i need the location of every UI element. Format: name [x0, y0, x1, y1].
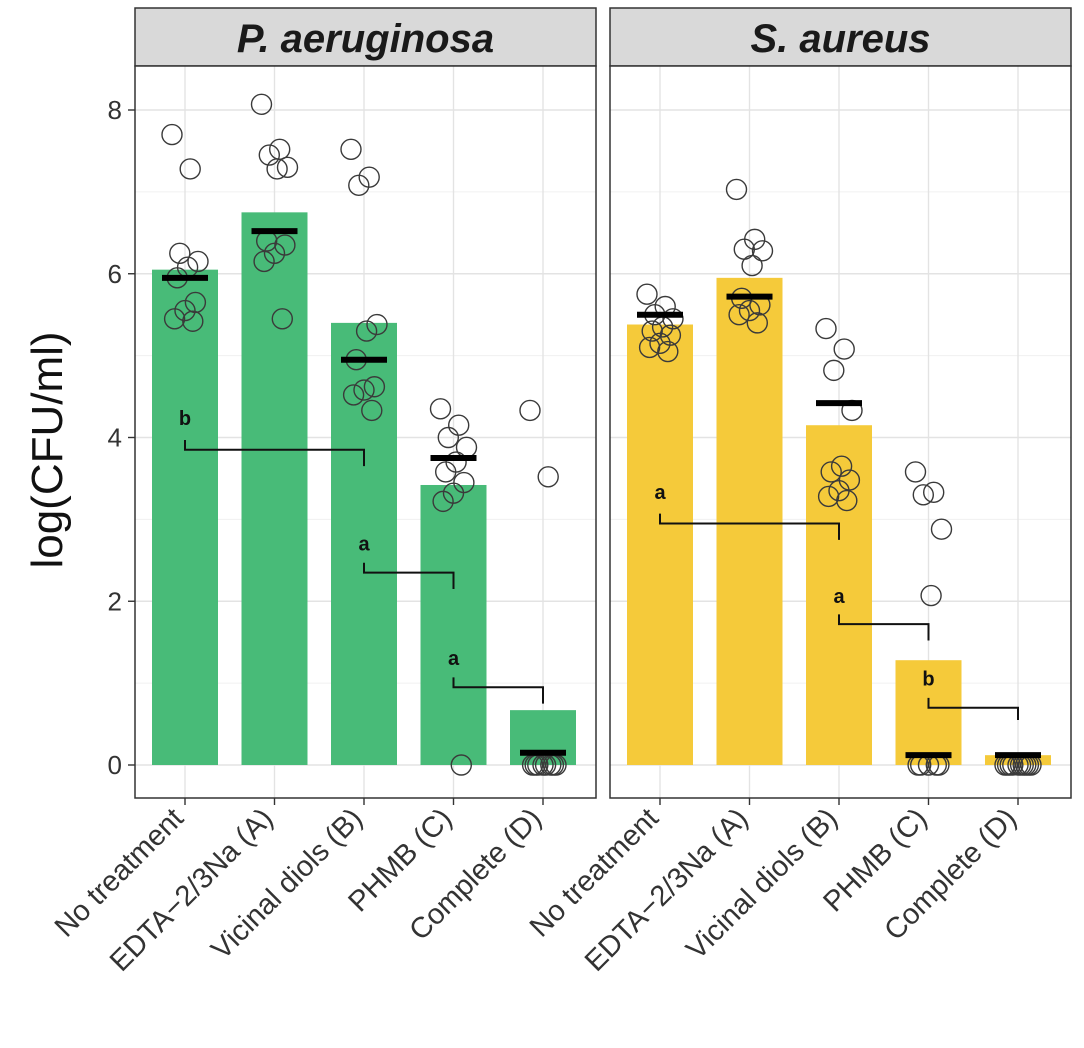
facet-title-1: S. aureus [750, 17, 930, 61]
y-tick-label-2: 4 [108, 423, 122, 453]
x-tick-label-1-2: Vicinal diols (B) [680, 802, 844, 966]
y-tick-label-1: 2 [108, 586, 122, 616]
data-point-1-1-4 [741, 254, 763, 277]
data-point-0-1-2 [258, 144, 280, 166]
data-point-1-3-3 [930, 518, 953, 540]
y-tick-label-0: 0 [108, 750, 122, 780]
bar-0-0 [152, 269, 218, 765]
data-point-1-0-8 [638, 336, 661, 359]
data-point-0-2-9 [361, 399, 383, 422]
data-point-1-3-0 [904, 461, 927, 483]
data-point-1-0-9 [657, 340, 679, 363]
data-point-0-2-6 [363, 376, 386, 398]
data-point-0-0-8 [163, 308, 186, 330]
data-point-0-1-4 [266, 158, 288, 180]
x-tick-label-0-1: EDTA−2/3Na (A) [104, 802, 280, 978]
data-point-1-2-9 [836, 489, 858, 512]
data-point-0-4-1 [537, 466, 559, 488]
data-point-1-0-5 [641, 320, 663, 342]
data-point-1-1-0 [725, 178, 748, 201]
data-point-0-1-8 [253, 250, 275, 273]
data-point-0-3-8 [432, 490, 454, 513]
data-point-0-0-3 [187, 250, 209, 273]
data-point-0-1-3 [276, 156, 299, 179]
comparison-bracket-0-1 [363, 562, 455, 589]
significance-letter-1-1: a [833, 586, 845, 608]
x-tick-label-1-1: EDTA−2/3Na (A) [579, 802, 755, 978]
data-point-1-2-4 [830, 455, 853, 477]
significance-letter-0-0: b [179, 408, 191, 430]
data-point-1-2-2 [823, 359, 845, 382]
significance-letter-1-2: b [922, 669, 934, 691]
data-point-0-3-2 [437, 426, 459, 449]
data-point-0-2-4 [355, 320, 378, 342]
data-point-1-1-8 [728, 303, 750, 326]
data-point-1-2-5 [820, 461, 842, 483]
facet-title-0: P. aeruginosa [237, 17, 494, 61]
bar-1-4 [985, 755, 1051, 765]
data-point-1-3-2 [912, 484, 934, 506]
data-point-1-1-3 [751, 240, 774, 262]
data-point-0-3-5 [435, 461, 457, 483]
bar-1-3 [895, 660, 962, 765]
data-point-0-1-0 [250, 93, 273, 115]
bar-1-0 [627, 324, 693, 765]
data-point-0-1-9 [271, 308, 293, 330]
data-point-0-0-0 [161, 123, 183, 146]
data-point-0-2-7 [353, 379, 375, 401]
significance-letter-1-0: a [654, 482, 666, 504]
y-tick-label-3: 6 [108, 259, 122, 289]
x-tick-label-0-2: Vicinal diols (B) [205, 802, 369, 966]
facet-strip-0 [134, 7, 597, 67]
data-point-0-4-0 [519, 399, 541, 422]
comparison-bracket-0-0 [184, 439, 365, 467]
facet-strip-1 [609, 7, 1072, 67]
data-point-0-2-0 [340, 138, 362, 161]
bar-0-3 [420, 484, 487, 765]
comparison-bracket-1-2 [927, 697, 1019, 720]
data-point-1-2-1 [833, 338, 855, 360]
comparison-bracket-0-2 [452, 677, 544, 704]
bar-0-1 [241, 212, 308, 765]
data-point-0-3-9 [450, 754, 472, 776]
data-point-1-3-1 [923, 481, 945, 504]
data-point-0-0-2 [169, 242, 191, 264]
data-point-1-1-9 [746, 312, 768, 334]
data-point-0-2-2 [348, 174, 370, 197]
data-point-1-2-0 [815, 317, 837, 340]
y-tick-label-4: 8 [108, 95, 122, 125]
significance-letter-0-1: a [358, 533, 370, 555]
comparison-bracket-1-0 [659, 513, 840, 540]
data-point-0-3-0 [429, 398, 452, 420]
data-point-0-0-9 [182, 310, 204, 332]
data-point-1-2-8 [817, 485, 840, 508]
comparison-bracket-1-1 [838, 614, 930, 641]
data-point-0-2-8 [342, 384, 365, 406]
data-point-1-1-7 [738, 299, 761, 322]
data-point-1-0-0 [636, 283, 658, 305]
data-point-0-0-1 [179, 158, 201, 180]
data-point-1-0-7 [649, 332, 671, 355]
bar-1-1 [716, 277, 783, 765]
significance-letter-0-2: a [448, 648, 460, 670]
data-point-1-3-4 [920, 584, 942, 607]
y-axis-title: log(CFU/ml) [23, 331, 72, 568]
data-point-0-2-3 [366, 313, 388, 336]
panel-border-1 [609, 65, 1072, 799]
panel-border-0 [134, 65, 597, 799]
